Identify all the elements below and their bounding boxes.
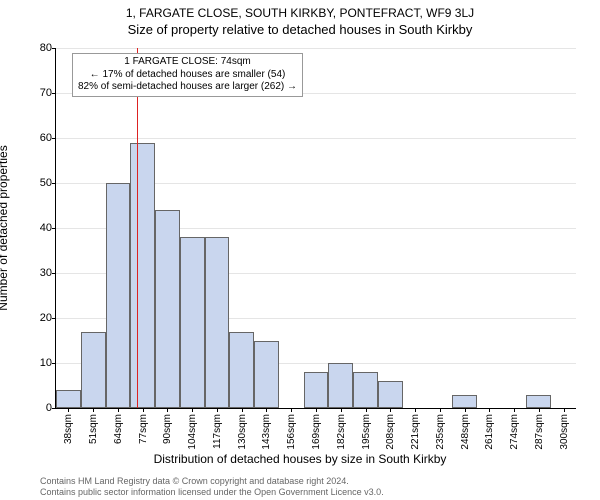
histogram-bar xyxy=(378,381,403,408)
ytick-label: 80 xyxy=(24,42,52,54)
footer-line1: Contains HM Land Registry data © Crown c… xyxy=(40,476,384,487)
ytick-label: 40 xyxy=(24,222,52,234)
xtick-label: 51sqm xyxy=(88,414,99,444)
histogram-bar xyxy=(205,237,230,408)
xtick-label: 261sqm xyxy=(484,414,495,450)
xtick-mark xyxy=(341,408,342,412)
xtick-mark xyxy=(514,408,515,412)
xtick-mark xyxy=(266,408,267,412)
xtick-mark xyxy=(192,408,193,412)
histogram-bar xyxy=(81,332,106,409)
xtick-mark xyxy=(415,408,416,412)
footer-line2: Contains public sector information licen… xyxy=(40,487,384,498)
histogram-bar xyxy=(328,363,353,408)
xtick-label: 64sqm xyxy=(113,414,124,444)
ytick-mark xyxy=(52,228,56,229)
histogram-bar xyxy=(254,341,279,409)
xtick-label: 117sqm xyxy=(212,414,223,449)
xtick-mark xyxy=(366,408,367,412)
gridline xyxy=(56,138,576,139)
xtick-label: 130sqm xyxy=(237,414,248,450)
histogram-bar xyxy=(353,372,378,408)
xtick-label: 77sqm xyxy=(138,414,149,444)
xtick-mark xyxy=(539,408,540,412)
x-axis-label: Distribution of detached houses by size … xyxy=(0,452,600,466)
xtick-mark xyxy=(68,408,69,412)
xtick-mark xyxy=(143,408,144,412)
xtick-label: 156sqm xyxy=(286,414,297,450)
histogram-bar xyxy=(106,183,131,408)
ytick-mark xyxy=(52,363,56,364)
xtick-mark xyxy=(564,408,565,412)
ytick-mark xyxy=(52,48,56,49)
ytick-mark xyxy=(52,93,56,94)
annotation-line2: ← 17% of detached houses are smaller (54… xyxy=(78,69,297,82)
ytick-mark xyxy=(52,318,56,319)
histogram-bar xyxy=(180,237,205,408)
xtick-label: 182sqm xyxy=(336,414,347,450)
histogram-bar xyxy=(56,390,81,408)
ytick-label: 10 xyxy=(24,357,52,369)
y-axis-label: Number of detached properties xyxy=(0,145,10,310)
xtick-mark xyxy=(217,408,218,412)
xtick-mark xyxy=(118,408,119,412)
gridline xyxy=(56,48,576,49)
annotation-line1: 1 FARGATE CLOSE: 74sqm xyxy=(78,56,297,69)
xtick-mark xyxy=(167,408,168,412)
xtick-mark xyxy=(440,408,441,412)
xtick-label: 235sqm xyxy=(435,414,446,450)
xtick-label: 195sqm xyxy=(361,414,372,450)
xtick-label: 221sqm xyxy=(410,414,421,450)
xtick-mark xyxy=(93,408,94,412)
ytick-mark xyxy=(52,183,56,184)
plot-area: 1 FARGATE CLOSE: 74sqm ← 17% of detached… xyxy=(55,48,576,409)
histogram-bar xyxy=(229,332,254,409)
xtick-label: 300sqm xyxy=(559,414,570,450)
ytick-mark xyxy=(52,273,56,274)
xtick-mark xyxy=(390,408,391,412)
xtick-label: 208sqm xyxy=(385,414,396,450)
xtick-mark xyxy=(291,408,292,412)
chart-title-subtitle: Size of property relative to detached ho… xyxy=(0,20,600,37)
xtick-label: 287sqm xyxy=(534,414,545,450)
footer-attribution: Contains HM Land Registry data © Crown c… xyxy=(40,476,384,498)
ytick-label: 50 xyxy=(24,177,52,189)
chart-container: 1, FARGATE CLOSE, SOUTH KIRKBY, PONTEFRA… xyxy=(0,0,600,500)
xtick-label: 38sqm xyxy=(63,414,74,444)
ytick-label: 30 xyxy=(24,267,52,279)
histogram-bar xyxy=(130,143,155,409)
ytick-mark xyxy=(52,138,56,139)
xtick-label: 248sqm xyxy=(460,414,471,450)
histogram-bar xyxy=(155,210,180,408)
xtick-label: 169sqm xyxy=(311,414,322,450)
xtick-mark xyxy=(489,408,490,412)
ytick-label: 60 xyxy=(24,132,52,144)
annotation-line3: 82% of semi-detached houses are larger (… xyxy=(78,81,297,94)
xtick-label: 143sqm xyxy=(261,414,272,450)
xtick-label: 104sqm xyxy=(187,414,198,450)
xtick-mark xyxy=(316,408,317,412)
xtick-mark xyxy=(242,408,243,412)
xtick-mark xyxy=(465,408,466,412)
chart-title-address: 1, FARGATE CLOSE, SOUTH KIRKBY, PONTEFRA… xyxy=(0,0,600,20)
xtick-label: 90sqm xyxy=(162,414,173,444)
ytick-label: 20 xyxy=(24,312,52,324)
ytick-label: 0 xyxy=(24,402,52,414)
histogram-bar xyxy=(452,395,477,409)
ytick-mark xyxy=(52,408,56,409)
xtick-label: 274sqm xyxy=(509,414,520,450)
reference-line xyxy=(137,48,138,408)
histogram-bar xyxy=(304,372,329,408)
annotation-box: 1 FARGATE CLOSE: 74sqm ← 17% of detached… xyxy=(72,53,303,97)
ytick-label: 70 xyxy=(24,87,52,99)
histogram-bar xyxy=(526,395,551,409)
